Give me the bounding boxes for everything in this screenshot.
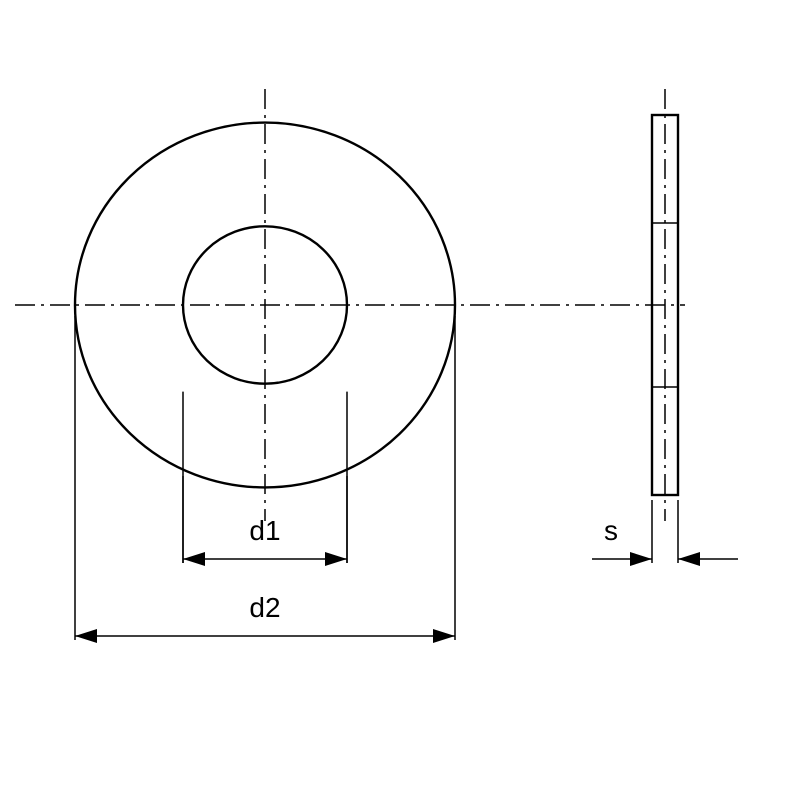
dim-label-d2: d2 xyxy=(249,592,280,623)
dim-label-d1: d1 xyxy=(249,515,280,546)
arrowhead-icon xyxy=(325,552,347,566)
arrowhead-icon xyxy=(75,629,97,643)
arrowhead-icon xyxy=(183,552,205,566)
dim-label-s: s xyxy=(604,515,618,546)
arrowhead-icon xyxy=(678,552,700,566)
arrowhead-icon xyxy=(433,629,455,643)
arrowhead-icon xyxy=(630,552,652,566)
washer-diagram: d1 d2 s xyxy=(0,0,800,800)
